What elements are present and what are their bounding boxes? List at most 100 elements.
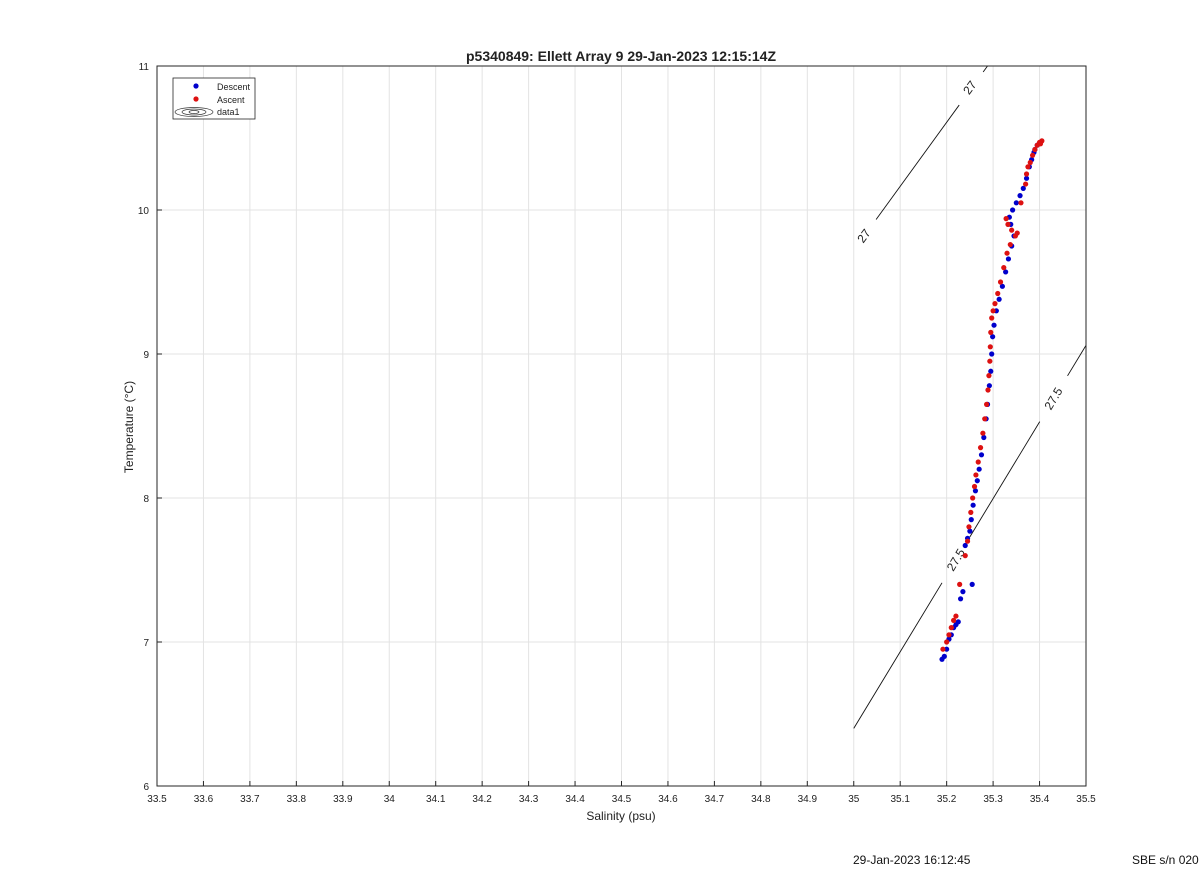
x-tick-label: 34.2 — [472, 794, 492, 805]
descent-point — [970, 502, 976, 508]
ascent-point — [992, 301, 998, 307]
descent-point — [972, 488, 979, 494]
descent-point — [962, 542, 968, 549]
descent-point — [986, 383, 992, 389]
descent-point — [941, 653, 947, 660]
ascent-point — [977, 445, 984, 451]
ascent-point — [971, 483, 978, 490]
ascent-point — [986, 373, 992, 379]
descent-point — [978, 452, 985, 458]
x-tick-label: 34.6 — [658, 794, 678, 805]
density-contour-line — [1067, 345, 1087, 377]
x-axis-label: Salinity (psu) — [586, 809, 655, 823]
ascent-point — [987, 358, 993, 364]
density-contour-label: 27 — [960, 78, 979, 97]
descent-point — [996, 296, 1002, 302]
x-tick-label: 34.4 — [565, 794, 585, 805]
y-tick-label: 10 — [138, 206, 150, 217]
ascent-point — [1005, 221, 1011, 227]
density-contour-label: 27.5 — [944, 546, 968, 574]
descent-point — [1017, 193, 1023, 199]
legend-ascent-label: Ascent — [217, 95, 245, 105]
x-tick-label: 35.4 — [1030, 794, 1050, 805]
y-axis-label: Temperature (°C) — [122, 381, 136, 473]
x-tick-label: 34.3 — [519, 794, 539, 805]
ascent-point — [966, 524, 972, 530]
ascent-point — [1029, 152, 1036, 158]
legend-descent-label: Descent — [217, 82, 251, 92]
x-tick-label: 34 — [384, 794, 396, 805]
x-tick-label: 34.9 — [798, 794, 818, 805]
density-contour-label: 27.5 — [1041, 385, 1065, 413]
x-tick-label: 33.5 — [147, 794, 167, 805]
descent-point — [988, 368, 994, 374]
descent-point — [990, 334, 996, 340]
ascent-point — [1023, 171, 1030, 177]
x-tick-label: 35.2 — [937, 794, 957, 805]
ascent-point — [1007, 241, 1013, 248]
ascent-point — [970, 495, 976, 501]
ascent-point — [983, 401, 990, 407]
y-tick-label: 7 — [143, 638, 149, 649]
x-tick-label: 33.6 — [194, 794, 214, 805]
ascent-point — [1037, 141, 1044, 147]
x-tick-label: 33.7 — [240, 794, 260, 805]
ascent-point — [964, 538, 971, 544]
ascent-point — [948, 625, 954, 631]
y-tick-label: 8 — [143, 494, 149, 505]
descent-point — [967, 528, 973, 534]
ascent-point — [982, 416, 988, 422]
ascent-point — [990, 308, 996, 314]
descent-point — [955, 619, 961, 625]
density-contour-line — [875, 104, 960, 220]
ascent-point — [968, 509, 974, 515]
density-contour-label: 27 — [854, 226, 873, 245]
x-tick-label: 33.8 — [287, 794, 307, 805]
descent-point — [976, 466, 982, 472]
descent-point — [1010, 207, 1016, 213]
y-tick-label: 6 — [143, 782, 149, 793]
ascent-point — [1027, 159, 1033, 166]
descent-point — [1020, 185, 1026, 191]
ascent-point — [953, 613, 959, 619]
ascent-point — [997, 279, 1004, 285]
descent-point — [981, 434, 987, 441]
x-tick-label: 35.5 — [1076, 794, 1096, 805]
ascent-point — [940, 646, 946, 652]
ascent-point — [1003, 216, 1009, 222]
ascent-point — [985, 387, 991, 393]
ascent-point — [951, 617, 957, 624]
x-tick-label: 34.1 — [426, 794, 446, 805]
descent-point — [1013, 200, 1019, 206]
ascent-point — [987, 344, 993, 350]
density-contour-line — [969, 421, 1041, 538]
ascent-point — [995, 290, 1001, 297]
descent-point — [969, 581, 975, 588]
x-tick-label: 35 — [848, 794, 860, 805]
x-tick-label: 34.5 — [612, 794, 632, 805]
ascent-point — [946, 632, 952, 638]
descent-point — [1003, 269, 1009, 275]
ascent-point — [973, 472, 979, 478]
descent-point — [974, 478, 980, 484]
x-tick-label: 35.3 — [983, 794, 1003, 805]
ascent-point — [975, 459, 981, 465]
descent-point — [989, 351, 995, 357]
descent-point — [944, 646, 950, 652]
y-tick-label: 9 — [143, 350, 149, 361]
density-contour-line — [982, 65, 988, 73]
descent-point — [1023, 175, 1030, 181]
descent-point — [957, 596, 964, 602]
ascent-point — [1025, 164, 1031, 170]
ascent-point — [1001, 265, 1007, 271]
grid-lines — [156, 65, 1087, 787]
ascent-point — [1032, 146, 1038, 153]
x-tick-label: 34.8 — [751, 794, 771, 805]
ascent-point — [988, 329, 994, 335]
chart-title: p5340849: Ellett Array 9 29-Jan-2023 12:… — [466, 48, 776, 64]
ascent-point — [989, 315, 995, 321]
density-contour-line — [853, 582, 943, 729]
footer-instrument: SBE s/n 020 — [1132, 853, 1199, 867]
legend-descent-marker — [193, 83, 199, 89]
